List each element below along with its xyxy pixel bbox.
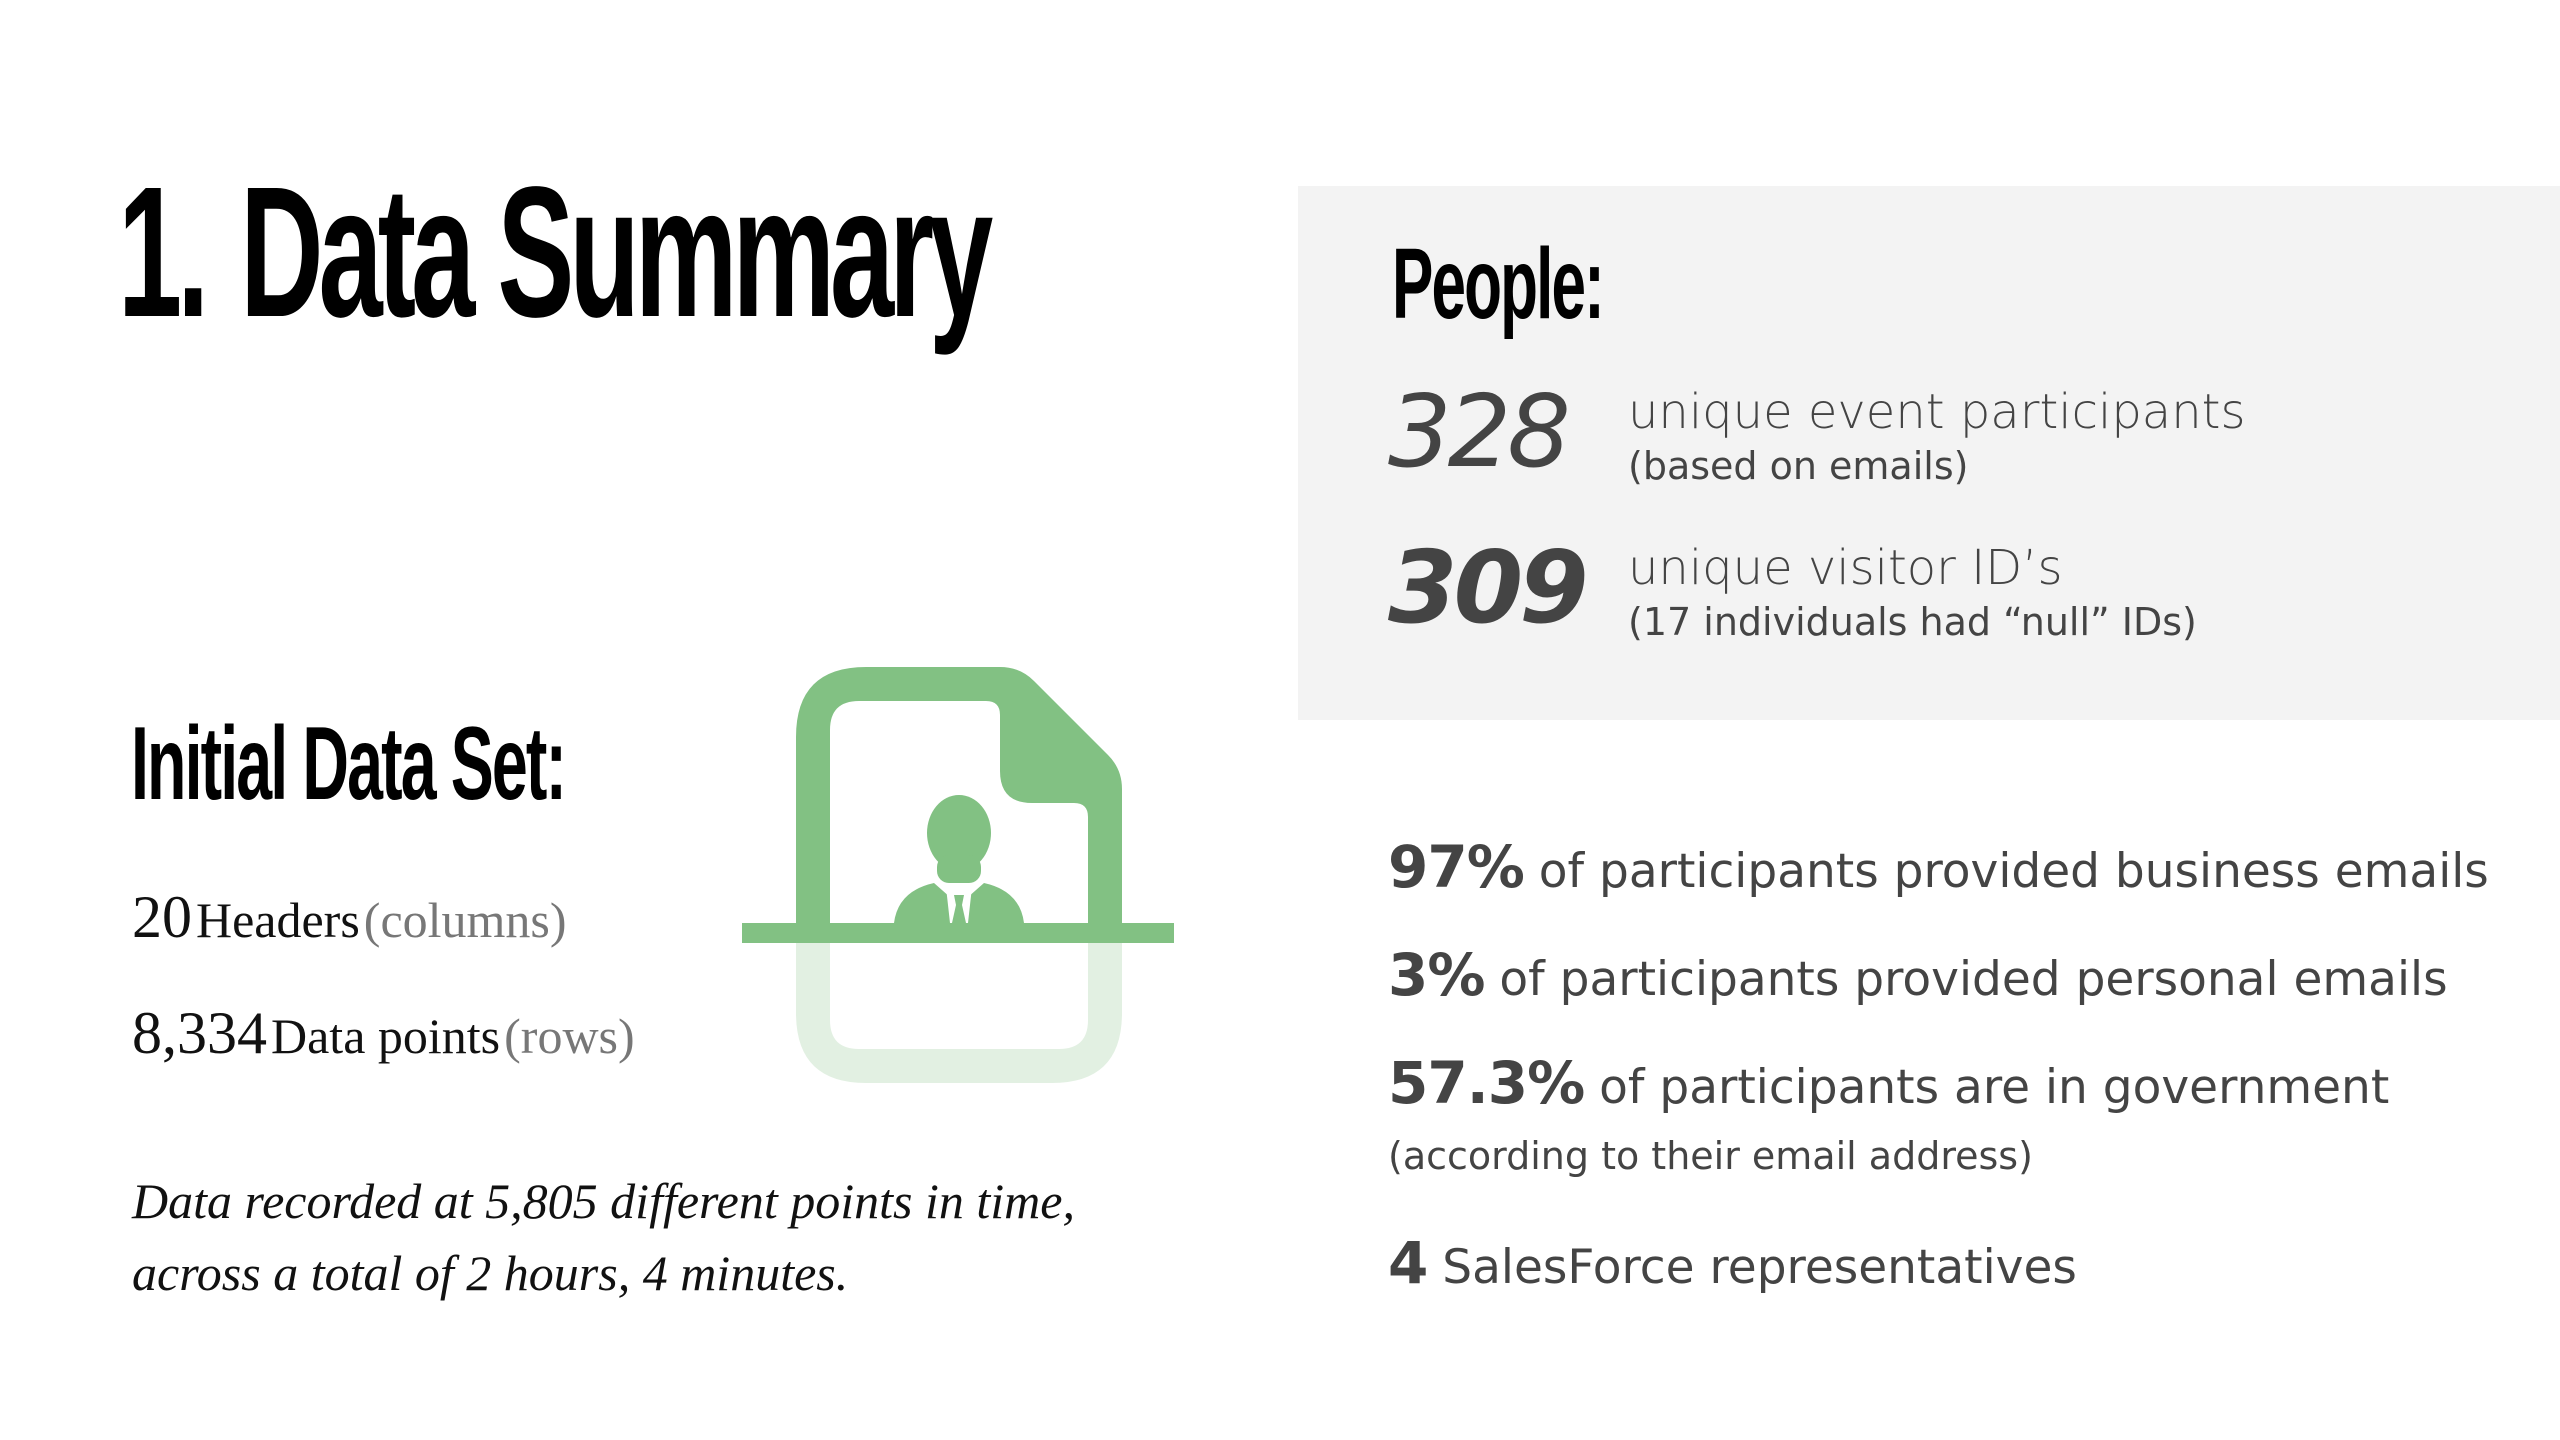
visitors-count: 309: [1388, 529, 1589, 646]
people-panel: People: 328 unique event participants (b…: [1298, 186, 2560, 720]
visitors-label: unique visitor ID’s: [1628, 540, 2063, 596]
personal-pct: 3%: [1388, 941, 1485, 1009]
participants-note: (based on emails): [1628, 444, 1969, 488]
headers-count: 20: [132, 884, 192, 950]
government-stat: 57.3% of participants are in government: [1388, 1054, 2389, 1112]
person-document-icon: [742, 667, 1174, 1083]
visitors-note: (17 individuals had “null” IDs): [1628, 600, 2197, 644]
business-pct: 97%: [1388, 833, 1525, 901]
headers-label: Headers: [196, 892, 360, 948]
headers-stat: 20 Headers (columns): [132, 887, 567, 947]
government-note: (according to their email address): [1388, 1134, 2033, 1178]
rows-stat: 8,334 Data points (rows): [132, 1003, 635, 1063]
page-title: 1. Data Summary: [118, 160, 993, 346]
visitors-row: 309 unique visitor ID’s (17 individuals …: [1388, 538, 2528, 658]
rows-note: (rows): [504, 1008, 635, 1064]
salesforce-reps-stat: 4 SalesForce representatives: [1388, 1234, 2077, 1292]
reps-count: 4: [1388, 1229, 1428, 1297]
reps-text: SalesForce representatives: [1427, 1240, 2077, 1295]
personal-email-stat: 3% of participants provided personal ema…: [1388, 946, 2448, 1004]
government-text: of participants are in government: [1584, 1060, 2390, 1115]
rows-count: 8,334: [132, 1000, 267, 1066]
participants-count: 328: [1388, 373, 1571, 490]
participants-label: unique event participants: [1628, 384, 2246, 440]
title-text: Data Summary: [240, 149, 993, 356]
initial-data-set-heading: Initial Data Set:: [131, 706, 567, 822]
government-pct: 57.3%: [1388, 1049, 1585, 1117]
title-number: 1.: [118, 149, 209, 356]
people-heading: People:: [1392, 228, 1605, 340]
business-email-stat: 97% of participants provided business em…: [1388, 838, 2489, 896]
participants-row: 328 unique event participants (based on …: [1388, 382, 2528, 502]
business-text: of participants provided business emails: [1523, 844, 2489, 899]
rows-label: Data points: [271, 1008, 501, 1064]
recorded-note: Data recorded at 5,805 different points …: [132, 1173, 1075, 1301]
headers-note: (columns): [363, 892, 567, 948]
personal-text: of participants provided personal emails: [1484, 952, 2448, 1007]
